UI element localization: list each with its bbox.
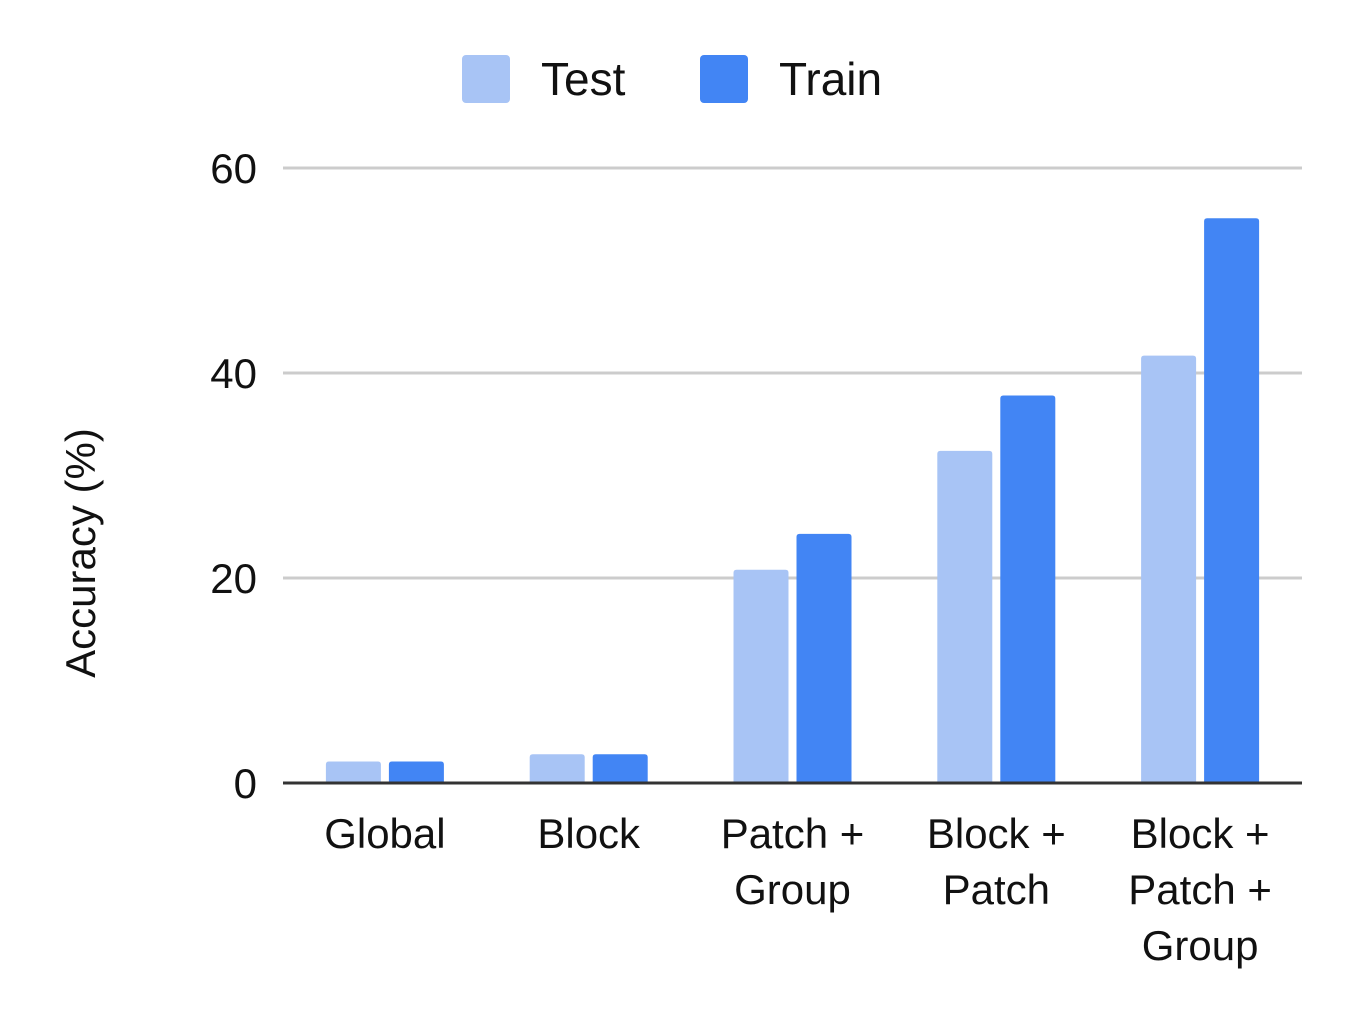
x-tick-label-line: Patch + — [721, 810, 865, 857]
bar-train-1 — [592, 754, 648, 783]
x-tick-label-line: Patch + — [1128, 866, 1272, 913]
x-tick-label: Global — [324, 810, 445, 857]
y-tick-label: 60 — [210, 145, 257, 192]
bar-test-2 — [733, 569, 789, 783]
y-tick-label: 0 — [234, 760, 257, 807]
y-axis-ticks: 0 20 40 60 — [210, 145, 257, 807]
legend-item-test: Test — [462, 53, 626, 105]
bar-test-3 — [937, 450, 993, 783]
legend-label: Train — [779, 53, 882, 105]
x-tick-label: Patch + Group — [721, 810, 865, 913]
x-tick-label-line: Group — [1142, 922, 1259, 969]
x-tick-label-line: Block — [537, 810, 641, 857]
bar-train-2 — [796, 533, 852, 783]
bar-test-4 — [1141, 355, 1197, 783]
legend-swatch — [462, 55, 510, 103]
y-axis-title: Accuracy (%) — [57, 428, 104, 678]
bar-train-4 — [1204, 218, 1260, 784]
bars — [325, 218, 1260, 784]
y-tick-label: 20 — [210, 555, 257, 602]
bar-test-1 — [529, 754, 585, 783]
bar-train-3 — [1000, 395, 1056, 783]
legend: Test Train — [462, 53, 882, 105]
legend-label: Test — [541, 53, 626, 105]
bar-test-0 — [325, 761, 381, 783]
x-tick-label-line: Block + — [1131, 810, 1270, 857]
gridlines — [283, 166, 1302, 580]
x-tick-label: Block + Patch — [927, 810, 1066, 913]
x-tick-label: Block — [537, 810, 641, 857]
y-tick-label: 40 — [210, 350, 257, 397]
legend-swatch — [700, 55, 748, 103]
bar-train-0 — [388, 761, 444, 783]
legend-item-train: Train — [700, 53, 882, 105]
x-tick-label: Block + Patch + Group — [1128, 810, 1272, 969]
x-tick-label-line: Group — [734, 866, 851, 913]
x-tick-label-line: Global — [324, 810, 445, 857]
x-tick-label-line: Block + — [927, 810, 1066, 857]
x-tick-label-line: Patch — [943, 866, 1050, 913]
